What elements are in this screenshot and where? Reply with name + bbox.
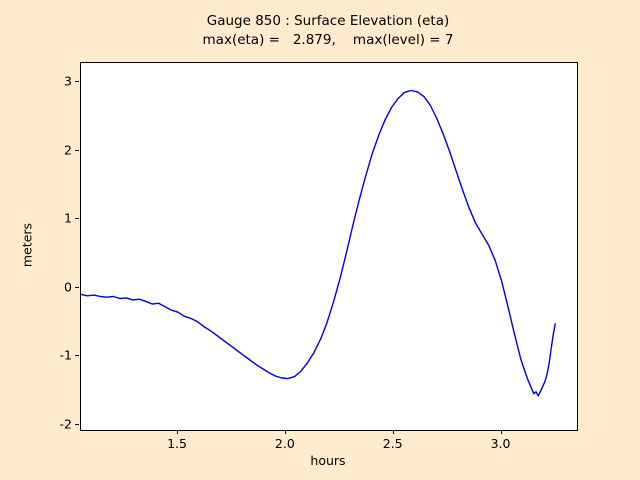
x-tick-label: 1.5 xyxy=(167,436,187,451)
x-tick-label: 2.5 xyxy=(382,436,403,451)
eta-line xyxy=(81,89,557,397)
eta-line-series xyxy=(81,89,557,397)
y-tick-label: -1 xyxy=(59,347,72,363)
x-tick-mark xyxy=(284,430,286,434)
y-tick-mark xyxy=(75,218,79,220)
y-tick-label: 0 xyxy=(64,279,72,295)
x-tick-mark xyxy=(177,430,179,434)
y-tick-label: 1 xyxy=(64,210,72,226)
y-tick-mark xyxy=(75,355,79,357)
y-axis-label: meters xyxy=(19,222,35,268)
y-tick-label: 3 xyxy=(64,73,72,89)
y-tick-mark xyxy=(75,149,79,151)
x-axis-label: hours xyxy=(310,453,346,468)
x-tick-label: 3.0 xyxy=(490,436,511,451)
chart-title: Gauge 850 : Surface Elevation (eta) xyxy=(206,13,450,29)
x-tick-label: 2.0 xyxy=(274,436,295,451)
y-tick-label: -2 xyxy=(59,416,72,432)
chart-subtitle: max(eta) = 2.879, max(level) = 7 xyxy=(202,32,454,48)
y-tick-label: 2 xyxy=(64,142,72,158)
y-tick-mark xyxy=(75,286,79,288)
x-tick-mark xyxy=(392,430,394,434)
x-tick-mark xyxy=(500,430,502,434)
plot-area xyxy=(80,62,578,431)
y-tick-mark xyxy=(75,81,79,83)
y-tick-mark xyxy=(75,423,79,425)
